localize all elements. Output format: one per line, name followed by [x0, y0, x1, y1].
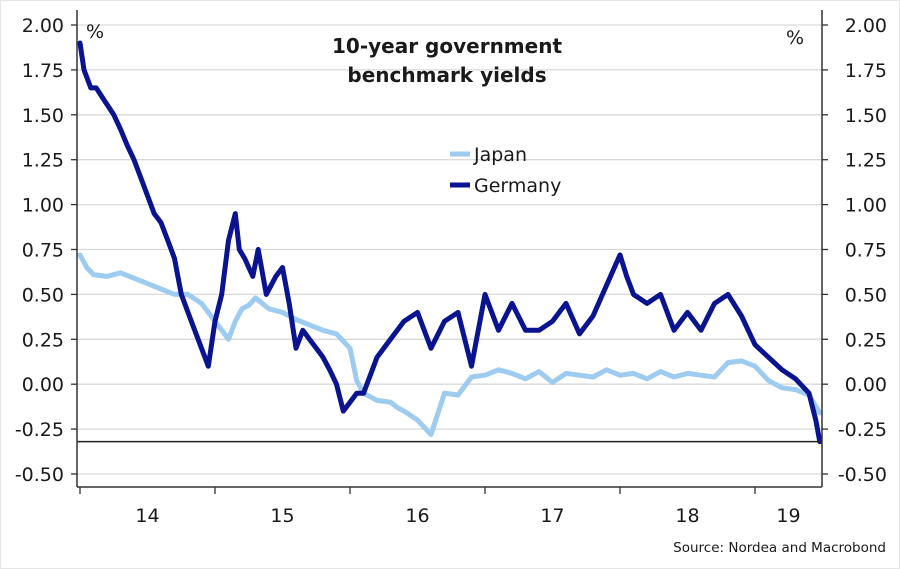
y-axis-right: 2.00 1.75 1.50 1.25 1.00 0.75 0.50 0.25 0.00 -0.2…: [822, 15, 887, 486]
y-tick-label-right: 0.25: [845, 329, 887, 351]
series-line-germany: [77, 40, 823, 445]
gridlines: [77, 24, 822, 475]
y-tick-label-left: -0.50: [15, 464, 64, 486]
chart-title-line-2: benchmark yields: [347, 63, 546, 87]
y-tick-label-left: 2.00: [22, 15, 64, 37]
y-tick-label-left: 1.25: [22, 150, 64, 172]
x-axis: 14 15 16 17 18 19: [79, 487, 801, 527]
y-tick-label-right: 1.00: [845, 195, 887, 217]
legend-label-germany: Germany: [474, 175, 561, 197]
y-tick-label-left: 0.50: [22, 284, 64, 306]
x-tick-label: 18: [675, 505, 699, 527]
y-tick-label-right: 0.50: [845, 284, 887, 306]
series-lines: [77, 40, 823, 445]
unit-label-left: %: [86, 21, 104, 43]
x-tick-label: 19: [776, 505, 800, 527]
y-tick-label-right: 1.50: [845, 105, 887, 127]
source-note: Source: Nordea and Macrobond: [673, 540, 886, 556]
y-tick-label-left: 1.00: [22, 195, 64, 217]
x-tick-label: 16: [405, 505, 429, 527]
y-tick-label-left: 0.00: [22, 374, 64, 396]
y-tick-label-right: 0.75: [845, 240, 887, 262]
y-tick-label-right: -0.25: [838, 419, 887, 441]
series-line-japan: [77, 252, 823, 437]
y-tick-label-left: 1.50: [22, 105, 64, 127]
x-tick-label: 15: [270, 505, 294, 527]
y-tick-label-left: -0.25: [15, 419, 64, 441]
y-tick-label-left: 1.75: [22, 60, 64, 82]
x-tick-label: 14: [135, 505, 159, 527]
y-tick-label-right: 1.25: [845, 150, 887, 172]
legend-label-japan: Japan: [473, 144, 527, 166]
x-tick-label: 17: [540, 505, 564, 527]
y-tick-label-right: 1.75: [845, 60, 887, 82]
chart-title-line-1: 10-year government: [332, 34, 562, 58]
y-tick-label-right: 0.00: [845, 374, 887, 396]
unit-label-right: %: [786, 27, 804, 49]
y-tick-label-right: 2.00: [845, 15, 887, 37]
y-tick-label-right: -0.50: [838, 464, 887, 486]
y-tick-label-left: 0.75: [22, 240, 64, 262]
y-axis-left: 2.00 1.75 1.50 1.25 1.00 0.75 0.50 0.25 0.00 -0.2…: [15, 15, 77, 486]
legend: Japan Germany: [450, 144, 561, 197]
y-tick-label-left: 0.25: [22, 329, 64, 351]
